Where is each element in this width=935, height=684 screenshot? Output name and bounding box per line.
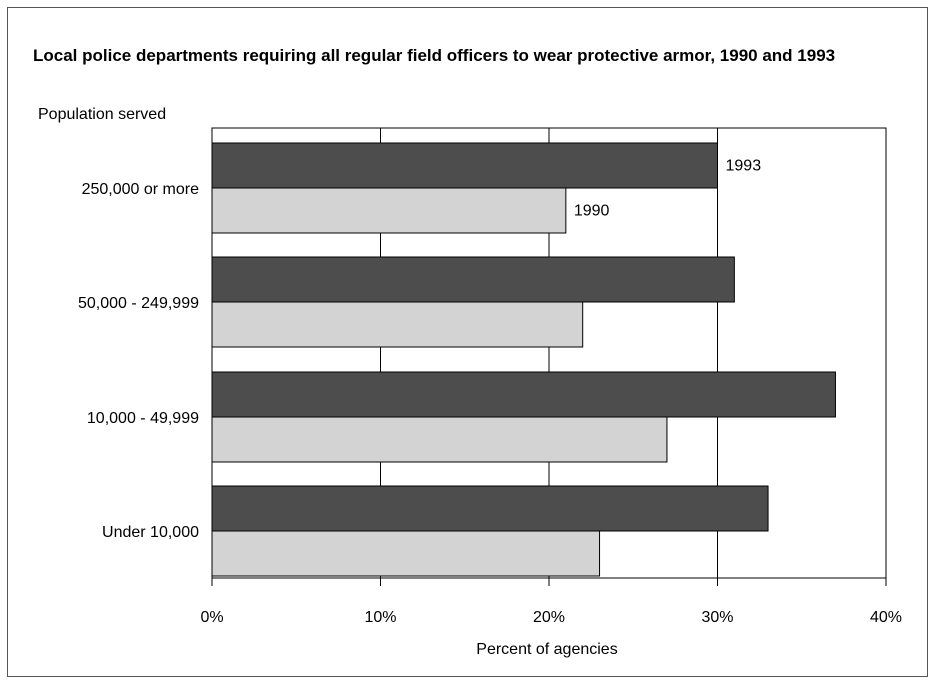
bar-1993-3: [211, 485, 769, 532]
category-label-1: 50,000 - 249,999: [78, 295, 199, 312]
series-label-1990: 1990: [574, 203, 610, 220]
bar-1993-0: [211, 142, 718, 189]
x-axis-label: Percent of agencies: [476, 641, 617, 658]
x-tick-label-0: 0%: [200, 609, 223, 626]
x-tick-label-2: 20%: [533, 609, 565, 626]
chart-title: Local police departments requiring all r…: [33, 46, 836, 65]
bar-1990-3: [211, 530, 601, 577]
category-label-0: 250,000 or more: [82, 181, 200, 198]
x-tick-label-4: 40%: [870, 609, 902, 626]
bar-1990-0: [211, 187, 567, 234]
bar-1990-1: [211, 301, 584, 348]
y-axis-label: Population served: [38, 106, 166, 123]
x-tick-label-3: 30%: [701, 609, 733, 626]
x-tick-label-1: 10%: [364, 609, 396, 626]
category-label-2: 10,000 - 49,999: [87, 410, 199, 427]
series-label-1993: 1993: [726, 158, 762, 175]
plot-area: 250,000 or more 50,000 - 249,999 10,000 - …: [78, 127, 902, 626]
bar-1990-2: [211, 416, 668, 463]
bar-1993-2: [211, 371, 836, 418]
bar-1993-1: [211, 256, 735, 303]
category-label-3: Under 10,000: [102, 524, 199, 541]
